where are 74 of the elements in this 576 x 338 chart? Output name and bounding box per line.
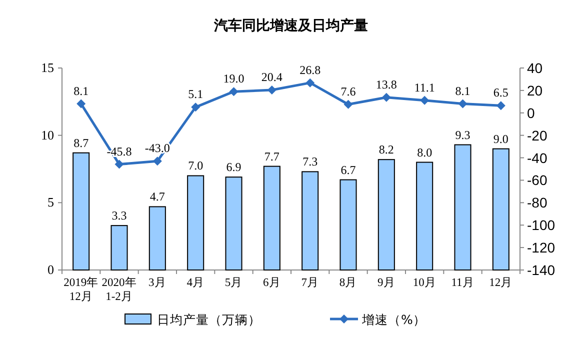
bar — [454, 144, 472, 270]
data-label: 6.7 — [340, 162, 356, 177]
y2-tick-label: -40 — [527, 150, 548, 166]
data-label: 11.1 — [414, 80, 435, 94]
point — [458, 99, 468, 108]
y2-tick-label: -20 — [527, 127, 548, 144]
x-tick-label: 3月 — [148, 276, 166, 289]
x-tick-label: 2019年 12月 — [64, 276, 99, 303]
data-label: 8.2 — [378, 142, 394, 157]
y-tick-label: 0 — [48, 262, 54, 277]
y2-tick-label: -100 — [527, 217, 556, 234]
bar — [110, 225, 128, 270]
x-tick-label: 2020年 1-2月 — [102, 276, 137, 303]
point — [420, 96, 430, 105]
chart-title: 汽车同比增速及日均产量 — [213, 17, 368, 34]
y2-tick-label: 0 — [527, 104, 535, 121]
data-label: 8.1 — [455, 84, 470, 98]
point — [382, 92, 391, 102]
data-label: 26.8 — [300, 62, 321, 77]
x-tick-label: 4月 — [186, 276, 204, 289]
x-tick-label: 11月 — [451, 276, 474, 289]
data-label: 9.3 — [455, 128, 470, 142]
data-label: 7.0 — [188, 158, 204, 173]
x-tick-label: 9月 — [378, 276, 396, 289]
data-label: 5.1 — [188, 87, 204, 102]
bar — [302, 171, 319, 270]
data-label: 8.1 — [74, 84, 89, 98]
data-label: 6.9 — [226, 160, 242, 174]
data-label: 6.5 — [493, 86, 508, 100]
data-label: 8.0 — [417, 145, 432, 160]
legend-label: 增速（%） — [361, 312, 426, 327]
point — [344, 100, 353, 109]
x-tick-label: 5月 — [224, 276, 243, 289]
y2-tick-label: -120 — [527, 240, 556, 256]
y-tick-label: 10 — [41, 127, 54, 142]
x-tick-label: 12月 — [489, 276, 513, 289]
x-tick-label: 8月 — [339, 276, 358, 289]
data-label: 7.3 — [302, 154, 318, 169]
y2-tick-label: -60 — [527, 172, 548, 188]
data-label: 4.7 — [150, 190, 165, 204]
y-tick-label: 5 — [48, 194, 54, 210]
y2-tick-label: 40 — [527, 60, 543, 76]
bar — [187, 175, 204, 270]
point — [306, 78, 315, 88]
data-label: 7.7 — [264, 149, 280, 164]
bar — [492, 148, 510, 270]
point — [114, 160, 124, 169]
bar — [72, 152, 90, 270]
bar — [263, 166, 280, 270]
bar — [416, 162, 434, 270]
point — [152, 156, 162, 166]
data-label: 7.6 — [340, 84, 356, 98]
x-tick-label: 7月 — [301, 276, 319, 289]
bar — [225, 176, 242, 270]
point — [191, 102, 200, 112]
data-label: 3.3 — [112, 208, 127, 223]
bar — [340, 179, 357, 270]
bar — [148, 206, 166, 270]
legend-label: 日均产量（万辆） — [157, 312, 261, 327]
y2-tick-label: 20 — [527, 82, 543, 98]
data-label: 13.8 — [376, 77, 397, 92]
y2-tick-label: -80 — [527, 194, 548, 211]
point — [76, 99, 86, 108]
bar — [378, 159, 395, 270]
data-label: 20.4 — [261, 70, 282, 84]
y-tick-label: 15 — [41, 60, 54, 75]
y2-tick-label: -140 — [527, 262, 556, 278]
point — [229, 87, 238, 96]
x-tick-label: 10月 — [412, 276, 436, 289]
data-label: 9.0 — [493, 132, 508, 146]
point — [496, 101, 506, 110]
data-label: 19.0 — [223, 72, 244, 86]
data-label: 8.7 — [74, 136, 89, 150]
x-tick-label: 6月 — [263, 276, 281, 289]
